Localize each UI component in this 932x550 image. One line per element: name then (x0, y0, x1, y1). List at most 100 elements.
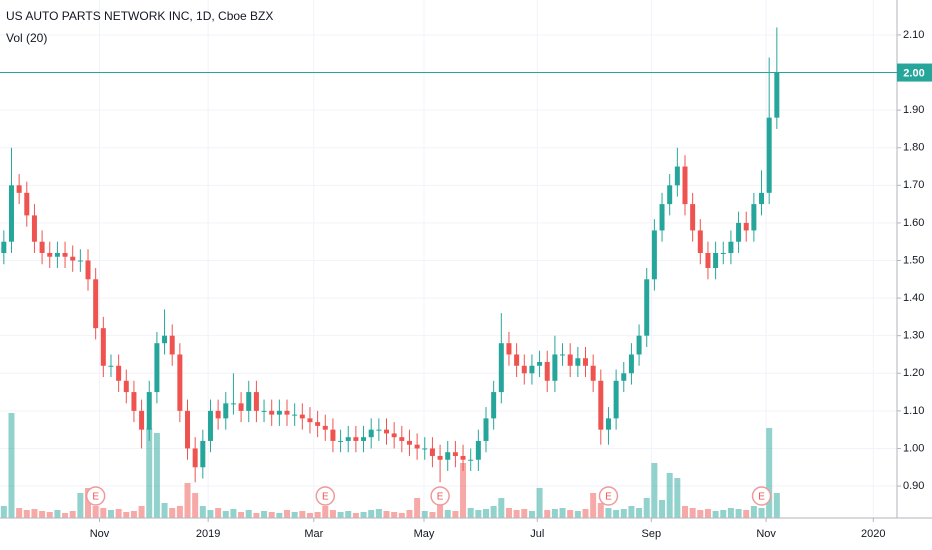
candle-body (766, 117, 772, 193)
volume-bar (597, 503, 604, 518)
volume-bar (107, 510, 114, 518)
candle-body (575, 358, 581, 366)
y-tick-label: 1.50 (903, 254, 924, 266)
candle-body (223, 403, 229, 419)
candle-body (292, 414, 298, 416)
volume-bar (69, 511, 76, 518)
volume-bar (521, 509, 528, 518)
volume-bar (375, 509, 382, 518)
volume-bar (467, 508, 474, 518)
candle-body (24, 192, 30, 216)
volume-bar (681, 506, 688, 518)
candle-body (77, 260, 83, 262)
candle-body (276, 410, 282, 415)
x-tick-label: Sep (642, 528, 662, 540)
candle-body (621, 373, 627, 381)
volume-bar (490, 506, 497, 518)
candle-body (284, 410, 290, 415)
candle-body (582, 358, 588, 366)
candle-body (31, 215, 37, 242)
candle-body (468, 459, 474, 461)
volume-bar (750, 506, 757, 518)
volume-bar (253, 513, 260, 518)
volume-bar (536, 488, 543, 518)
volume-bar (421, 511, 428, 518)
candle-body (521, 365, 527, 374)
candle-body (177, 354, 183, 411)
candle-body (452, 452, 458, 456)
candle-body (200, 440, 206, 468)
volume-bar (46, 512, 53, 518)
volume-bar (39, 511, 46, 518)
volume-bar (613, 510, 620, 518)
earnings-label: E (322, 492, 329, 503)
volume-bar (528, 511, 535, 518)
volume-bar (628, 506, 635, 518)
candle-body (437, 455, 443, 460)
y-tick-label: 1.00 (903, 442, 924, 454)
candle-body (598, 380, 604, 430)
candle-body (491, 392, 497, 419)
candle-body (529, 365, 535, 374)
volume-bar (314, 512, 321, 518)
axes: 0.90 1.00 1.10 1.20 1.30 1.40 1.50 1.60 1.70 1.80… (90, 29, 925, 540)
volume-bar (291, 512, 298, 518)
volume-bar (559, 508, 566, 518)
volume-bar (215, 508, 222, 518)
candle-body (131, 392, 137, 411)
volume-bar (8, 413, 15, 518)
candle-body (207, 410, 213, 441)
candle-body (307, 418, 313, 423)
volume-bar (452, 511, 459, 518)
earnings-marker (85, 486, 106, 506)
candle-body (774, 72, 780, 118)
candle-body (736, 222, 742, 242)
volume-bar (306, 513, 313, 518)
candle-body (498, 343, 504, 393)
candle-body (246, 392, 252, 411)
volume-bar (620, 509, 627, 518)
candle-body (100, 328, 106, 366)
candle-body (384, 429, 390, 434)
candle-body (154, 343, 160, 393)
candle-body (139, 410, 145, 430)
volume-bar (284, 510, 291, 518)
volume-bar (743, 510, 750, 518)
candle-body (8, 185, 14, 242)
candle-body (361, 437, 367, 441)
volume-bar (758, 508, 765, 518)
x-tick-label: 2019 (196, 528, 220, 540)
y-tick-label: 1.80 (903, 142, 924, 154)
volume-bar (697, 510, 704, 518)
candle-body (162, 335, 168, 344)
candle-body (406, 440, 412, 445)
x-tick-label: Nov (90, 528, 110, 540)
candle-body (338, 440, 344, 442)
candle-body (116, 365, 122, 381)
volume-bar (460, 463, 467, 518)
candle-body (690, 204, 696, 231)
volume-bar (176, 506, 183, 518)
candle-body (720, 252, 726, 254)
volume-bar (62, 513, 69, 518)
candle-body (192, 448, 198, 468)
volume-bar (261, 511, 268, 518)
candle-body (751, 204, 757, 231)
volume-bar (0, 506, 7, 518)
volume-bar (337, 512, 344, 518)
candle-body (628, 354, 634, 374)
candle-body (169, 335, 175, 355)
candle-body (399, 437, 405, 441)
candle-body (537, 361, 543, 366)
candle-body (85, 260, 91, 280)
last-price-label: 2.00 (903, 67, 924, 79)
y-tick-label: 1.40 (903, 292, 924, 304)
candle-body (613, 380, 619, 419)
candle-body (108, 365, 114, 367)
candle-body (651, 230, 657, 280)
volume-bar (192, 493, 199, 518)
candle-body (659, 204, 665, 231)
volume-bar (199, 506, 206, 518)
volume-bar (605, 508, 612, 518)
earnings-marker (598, 486, 619, 506)
